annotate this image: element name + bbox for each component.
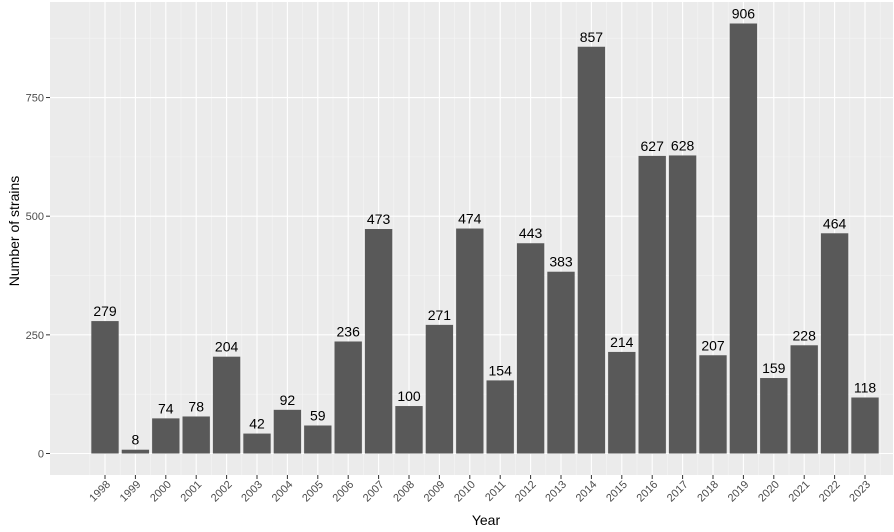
bar-2006 (334, 341, 362, 454)
bar-1999 (121, 449, 150, 454)
x-tick-label: 2015 (604, 479, 630, 505)
data-label-2011: 154 (489, 362, 513, 378)
data-label-2000: 74 (158, 400, 174, 416)
bar-2003 (243, 433, 271, 454)
x-tick-label: 2002 (209, 479, 235, 505)
x-tick-label: 2006 (331, 479, 357, 505)
bar-2004 (273, 409, 302, 454)
x-tick-label: 1999 (118, 479, 144, 505)
bar-2010 (456, 228, 484, 454)
x-tick-label: 2007 (361, 479, 387, 505)
data-label-2001: 78 (188, 398, 204, 414)
data-label-2022: 464 (823, 215, 847, 231)
bar-2005 (304, 425, 332, 454)
data-label-2008: 100 (397, 388, 421, 404)
data-label-1999: 8 (132, 432, 140, 448)
data-label-1998: 279 (93, 303, 117, 319)
bar-2013 (547, 271, 575, 454)
x-tick-label: 1998 (87, 479, 113, 505)
data-label-2016: 627 (641, 138, 665, 154)
x-tick-label: 2018 (695, 479, 721, 505)
minor-grid (50, 2, 893, 475)
x-tick-label: 2016 (635, 479, 661, 505)
x-tick-label: 2014 (574, 479, 600, 505)
y-tick-label: 0 (38, 449, 44, 461)
bar-2009 (425, 324, 454, 454)
bar-2020 (760, 378, 788, 454)
data-label-2005: 59 (310, 407, 326, 423)
y-tick-label: 500 (26, 211, 44, 223)
x-tick-label: 2010 (452, 479, 478, 505)
data-label-2019: 906 (732, 6, 756, 22)
x-tick-label: 2009 (422, 479, 448, 505)
x-tick-label: 2011 (483, 479, 508, 504)
data-label-2013: 383 (549, 254, 573, 270)
x-tick-label: 2022 (817, 479, 843, 505)
data-label-2010: 474 (458, 211, 482, 227)
x-tick-label: 2023 (847, 479, 873, 505)
x-tick-label: 2012 (513, 479, 539, 505)
bar-2022 (820, 233, 849, 454)
data-label-2018: 207 (701, 337, 725, 353)
data-label-2009: 271 (428, 307, 452, 323)
x-tick-label: 2013 (543, 479, 569, 505)
bar-2011 (486, 380, 514, 454)
x-tick-label: 2001 (179, 479, 205, 505)
y-tick-label: 750 (26, 93, 44, 105)
bar-2000 (152, 418, 180, 454)
data-label-2015: 214 (610, 334, 634, 350)
data-label-2012: 443 (519, 225, 543, 241)
x-tick-label: 2008 (391, 479, 417, 505)
data-label-2023: 118 (854, 379, 877, 395)
x-tick-label: 2020 (756, 479, 782, 505)
bar-2023 (851, 397, 879, 454)
x-axis: 1998 1999 2000 2001 2002 2003 2004 2005 2006 2007… (87, 475, 873, 504)
bar-2014 (577, 46, 606, 454)
bar-1998 (91, 321, 119, 454)
bars (91, 23, 879, 454)
bar-2016 (638, 155, 666, 454)
x-tick-label: 2003 (239, 479, 265, 505)
x-tick-label: 2019 (726, 479, 752, 505)
data-label-2020: 159 (762, 360, 786, 376)
data-label-2017: 628 (671, 137, 695, 153)
data-label-2021: 228 (793, 327, 817, 343)
bar-2015 (608, 351, 636, 454)
data-label-2014: 857 (580, 29, 604, 45)
data-label-2002: 204 (215, 339, 239, 355)
bar-2019 (729, 23, 758, 454)
x-tick-label: 2004 (270, 479, 296, 505)
data-label-2004: 92 (280, 392, 296, 408)
bar-2001 (182, 416, 210, 454)
bar-2002 (212, 356, 241, 454)
data-label-2007: 473 (367, 211, 391, 227)
data-labels: 279 8 74 78 204 42 92 59 236 473 100 271 474 154 443 38… (93, 6, 876, 448)
data-label-2006: 236 (337, 323, 361, 339)
x-tick-label: 2005 (300, 479, 326, 505)
bar-2017 (668, 155, 697, 454)
x-tick-label: 2017 (665, 479, 691, 505)
bar-2008 (395, 406, 423, 454)
y-axis-title: Number of strains (6, 176, 22, 286)
x-tick-label: 2021 (787, 479, 813, 505)
y-tick-label: 250 (26, 330, 44, 342)
data-label-2003: 42 (249, 416, 265, 432)
x-tick-label: 2000 (148, 479, 174, 505)
y-axis: 0 250 500 750 (26, 93, 50, 461)
bar-2012 (516, 243, 545, 454)
x-axis-title: Year (472, 512, 501, 528)
bar-2021 (790, 345, 818, 454)
bar-2018 (699, 355, 727, 454)
bar-2007 (364, 229, 393, 454)
